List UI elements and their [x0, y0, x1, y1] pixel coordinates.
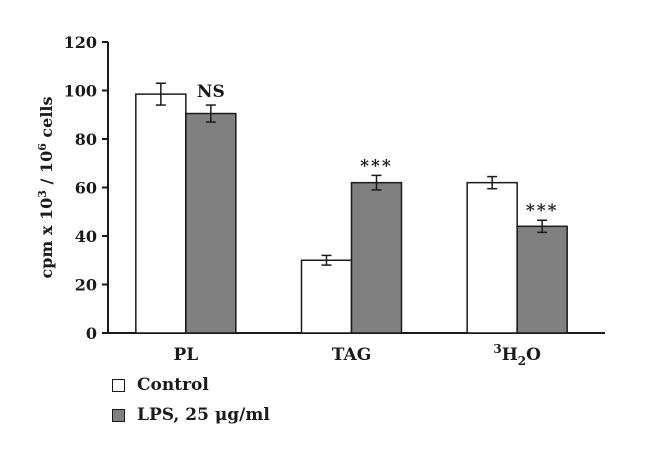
- legend-item-lps: LPS, 25 μg/ml: [112, 400, 270, 430]
- bar-pl-lps: [185, 112, 237, 334]
- bar-tag-control: [300, 259, 353, 334]
- y-tick-label: 20: [75, 276, 97, 295]
- x-tick-label: TAG: [332, 345, 371, 365]
- significance-label: ***: [360, 156, 393, 176]
- bar-tag-lps: [350, 181, 403, 334]
- bar-pl-control: [135, 93, 187, 334]
- legend-label-lps: LPS, 25 μg/ml: [137, 405, 270, 425]
- y-axis-label: cpm x 103 / 106 cells: [36, 96, 56, 278]
- bar-h2o-control: [466, 181, 518, 334]
- significance-label: NS: [197, 82, 225, 102]
- y-tick-label: 40: [75, 227, 97, 246]
- legend-swatch-control: [112, 378, 125, 392]
- legend-swatch-lps: [112, 408, 125, 422]
- y-tick-label: 0: [86, 324, 97, 343]
- bar-h2o-lps: [516, 225, 568, 334]
- legend-item-control: Control: [112, 370, 270, 400]
- legend-label-control: Control: [137, 375, 209, 395]
- y-tick-label: 100: [64, 82, 97, 101]
- y-tick-label: 120: [64, 33, 97, 52]
- y-tick-label: 80: [75, 130, 97, 149]
- chart-legend: Control LPS, 25 μg/ml: [112, 370, 270, 430]
- y-tick-label: 60: [75, 179, 97, 198]
- x-tick-label: PL: [173, 345, 198, 365]
- x-tick-label: 3H2O: [493, 342, 541, 368]
- significance-label: ***: [526, 201, 559, 221]
